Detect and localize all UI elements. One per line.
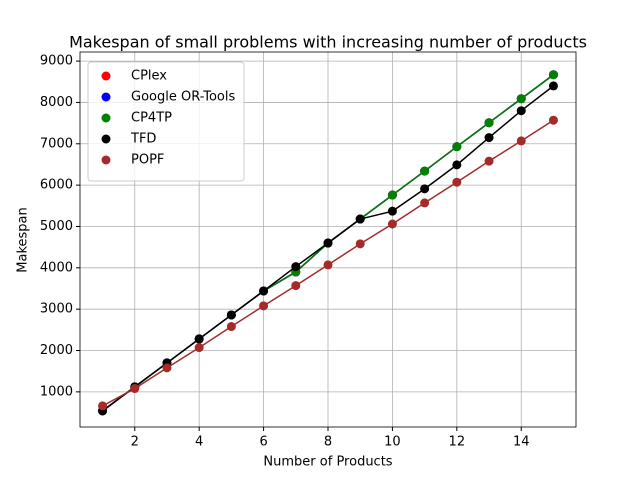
data-point: [291, 262, 301, 272]
data-point: [516, 136, 526, 146]
data-point: [420, 166, 430, 176]
data-point: [323, 238, 333, 248]
legend-marker: [101, 71, 111, 81]
data-point: [162, 363, 172, 373]
data-point: [548, 115, 558, 125]
x-tick-label: 12: [449, 435, 466, 450]
y-tick-label: 3000: [40, 302, 73, 317]
data-point: [548, 70, 558, 80]
y-tick-label: 1000: [40, 384, 73, 399]
data-point: [387, 190, 397, 200]
data-point: [516, 106, 526, 116]
data-point: [548, 81, 558, 91]
data-point: [130, 384, 140, 394]
data-point: [484, 133, 494, 143]
legend-marker: [101, 134, 111, 144]
legend-label: CP4TP: [131, 111, 172, 126]
data-point: [516, 94, 526, 104]
legend: CPlex Google OR-Tools CP4TP TFD POPF: [87, 61, 245, 182]
legend-marker: [101, 92, 111, 102]
legend-marker: [101, 155, 111, 165]
y-tick-label: 6000: [40, 178, 73, 193]
data-point: [323, 260, 333, 270]
x-tick-label: 10: [384, 435, 401, 450]
data-point: [452, 142, 462, 152]
legend-box: [87, 61, 245, 182]
axes-frame: [79, 51, 577, 428]
y-tick-label: 7000: [40, 136, 73, 151]
data-point: [387, 206, 397, 216]
legend-label: POPF: [131, 153, 164, 168]
y-axis-label: Makespan: [16, 207, 31, 272]
y-tick-label: 8000: [40, 95, 73, 110]
data-point: [194, 334, 204, 344]
x-axis-label: Number of Products: [263, 455, 392, 470]
x-tick-label: 4: [195, 435, 203, 450]
y-tick-label: 5000: [40, 219, 73, 234]
x-tick-label: 14: [513, 435, 530, 450]
chart-title: Makespan of small problems with increasi…: [69, 33, 587, 52]
x-tick-label: 2: [131, 435, 139, 450]
y-tick-label: 2000: [40, 343, 73, 358]
data-point: [355, 214, 365, 224]
data-point: [226, 322, 236, 332]
legend-label: Google OR-Tools: [131, 90, 235, 105]
data-point: [452, 160, 462, 170]
y-tick-label: 9000: [40, 54, 73, 69]
data-point: [484, 156, 494, 166]
legend-label: TFD: [130, 132, 156, 147]
y-tick-label: 4000: [40, 260, 73, 275]
data-point: [291, 281, 301, 291]
data-point: [484, 118, 494, 128]
data-point: [259, 301, 269, 311]
legend-marker: [101, 113, 111, 123]
data-point: [420, 184, 430, 194]
data-point: [259, 286, 269, 296]
x-tick-label: 6: [259, 435, 267, 450]
data-point: [420, 198, 430, 208]
data-point: [226, 310, 236, 320]
legend-label: CPlex: [131, 69, 167, 84]
data-point: [355, 239, 365, 249]
data-point: [98, 401, 108, 411]
data-point: [194, 343, 204, 353]
data-point: [452, 177, 462, 187]
x-tick-label: 8: [324, 435, 332, 450]
data-point: [387, 219, 397, 229]
